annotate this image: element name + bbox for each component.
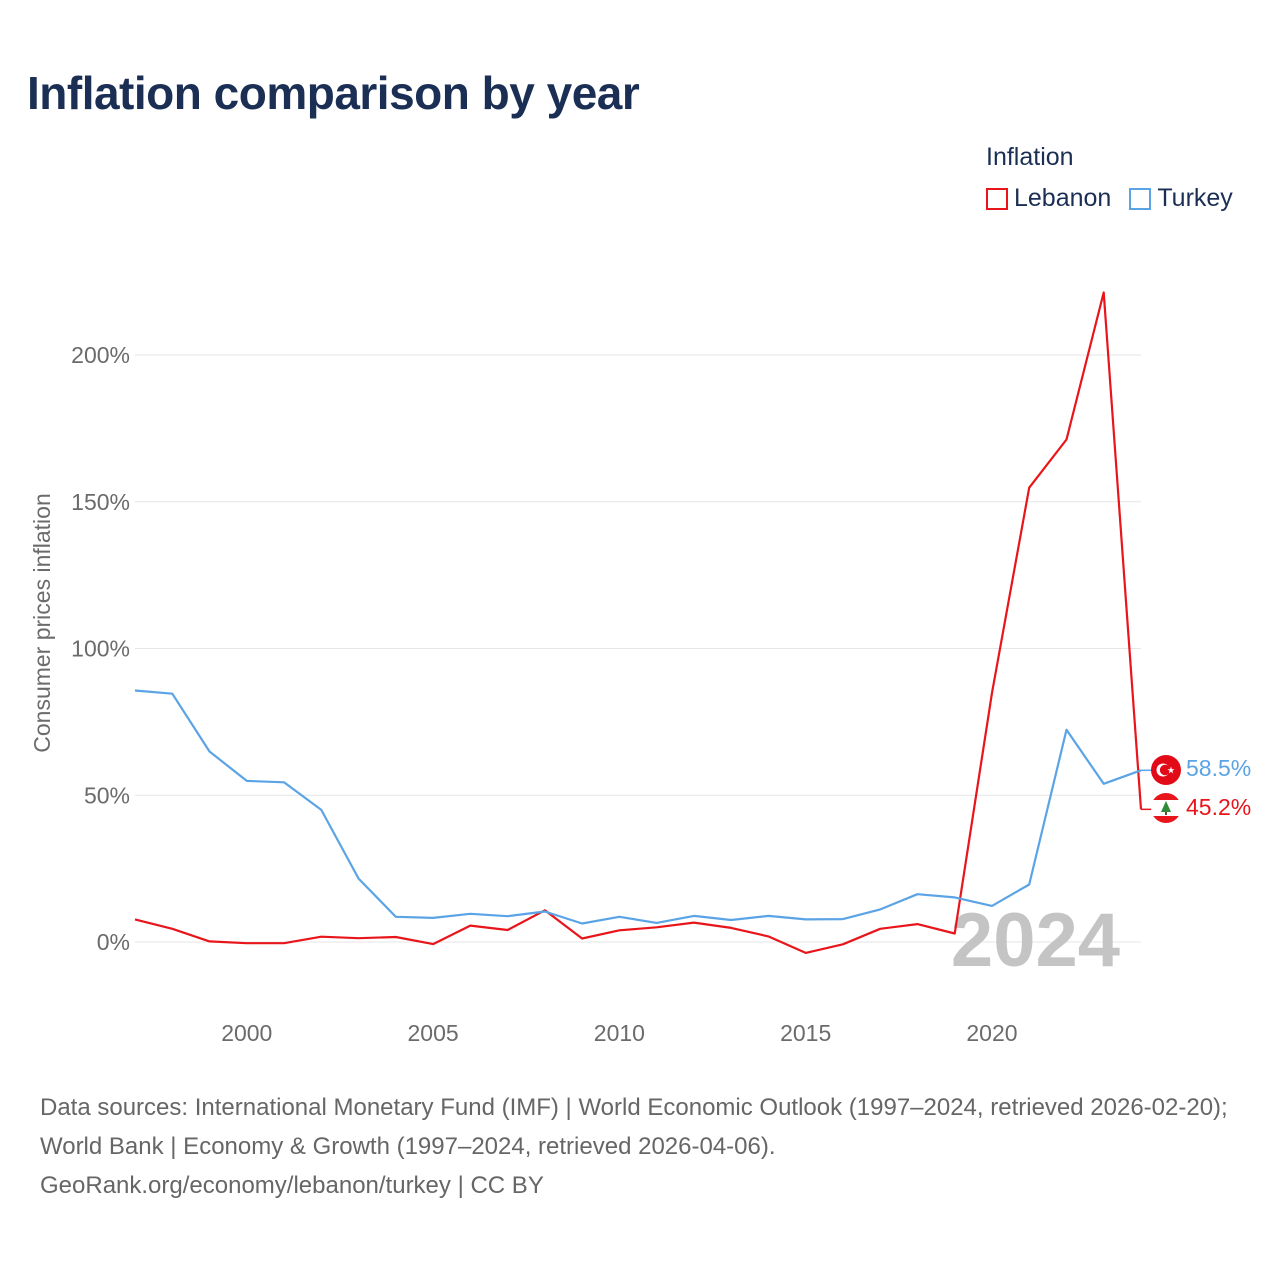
chart-title: Inflation comparison by year — [27, 67, 640, 119]
attribution-link[interactable]: GeoRank.org/economy/lebanon/turkey | CC … — [40, 1172, 544, 1199]
legend-label-lebanon: Lebanon — [1014, 184, 1112, 212]
x-tick-label-2020: 2020 — [966, 1020, 1017, 1046]
legend-title: Inflation — [986, 143, 1074, 171]
legend-item-turkey[interactable]: Turkey — [1129, 184, 1233, 213]
series-line-lebanon — [134, 291, 1143, 955]
x-tick-label-2000: 2000 — [221, 1020, 272, 1046]
lebanon-end-label: 45.2% — [1186, 794, 1251, 820]
gridlines — [135, 354, 1141, 943]
y-tick-label-0: 0% — [97, 929, 130, 955]
legend-swatch-lebanon — [986, 187, 1008, 210]
lebanon-flag-icon — [1151, 793, 1181, 823]
turkey-end-label: 58.5% — [1186, 755, 1251, 781]
sources-text: Data sources: International Monetary Fun… — [40, 1094, 1228, 1160]
legend: Inflation Lebanon Turkey — [986, 143, 1233, 213]
x-tick-label-2015: 2015 — [780, 1020, 831, 1046]
y-tick-label-100: 100% — [71, 636, 130, 662]
y-tick-label-50: 50% — [84, 782, 130, 808]
turkey-flag-icon — [1151, 755, 1181, 785]
y-axis-ticks: 0% 50% 100% 150% 200% — [71, 342, 130, 955]
y-tick-label-150: 150% — [71, 489, 130, 515]
line-chart: 0% 50% 100% 150% 200% 2000 2005 2010 2015 2020 C… — [29, 291, 1251, 1046]
legend-swatch-turkey — [1129, 187, 1152, 210]
series-lines — [134, 291, 1152, 955]
x-axis-ticks: 2000 2005 2010 2015 2020 — [221, 1020, 1017, 1046]
y-tick-label-200: 200% — [71, 342, 130, 368]
legend-item-lebanon[interactable]: Lebanon — [986, 184, 1111, 213]
series-line-turkey — [134, 689, 1142, 925]
legend-label-turkey: Turkey — [1157, 184, 1233, 212]
x-tick-label-2005: 2005 — [407, 1020, 458, 1046]
data-sources-note: Data sources: International Monetary Fun… — [40, 1088, 1255, 1205]
year-watermark: 2024 — [951, 898, 1120, 983]
x-tick-label-2010: 2010 — [594, 1020, 645, 1046]
y-axis-label: Consumer prices inflation — [29, 493, 55, 753]
